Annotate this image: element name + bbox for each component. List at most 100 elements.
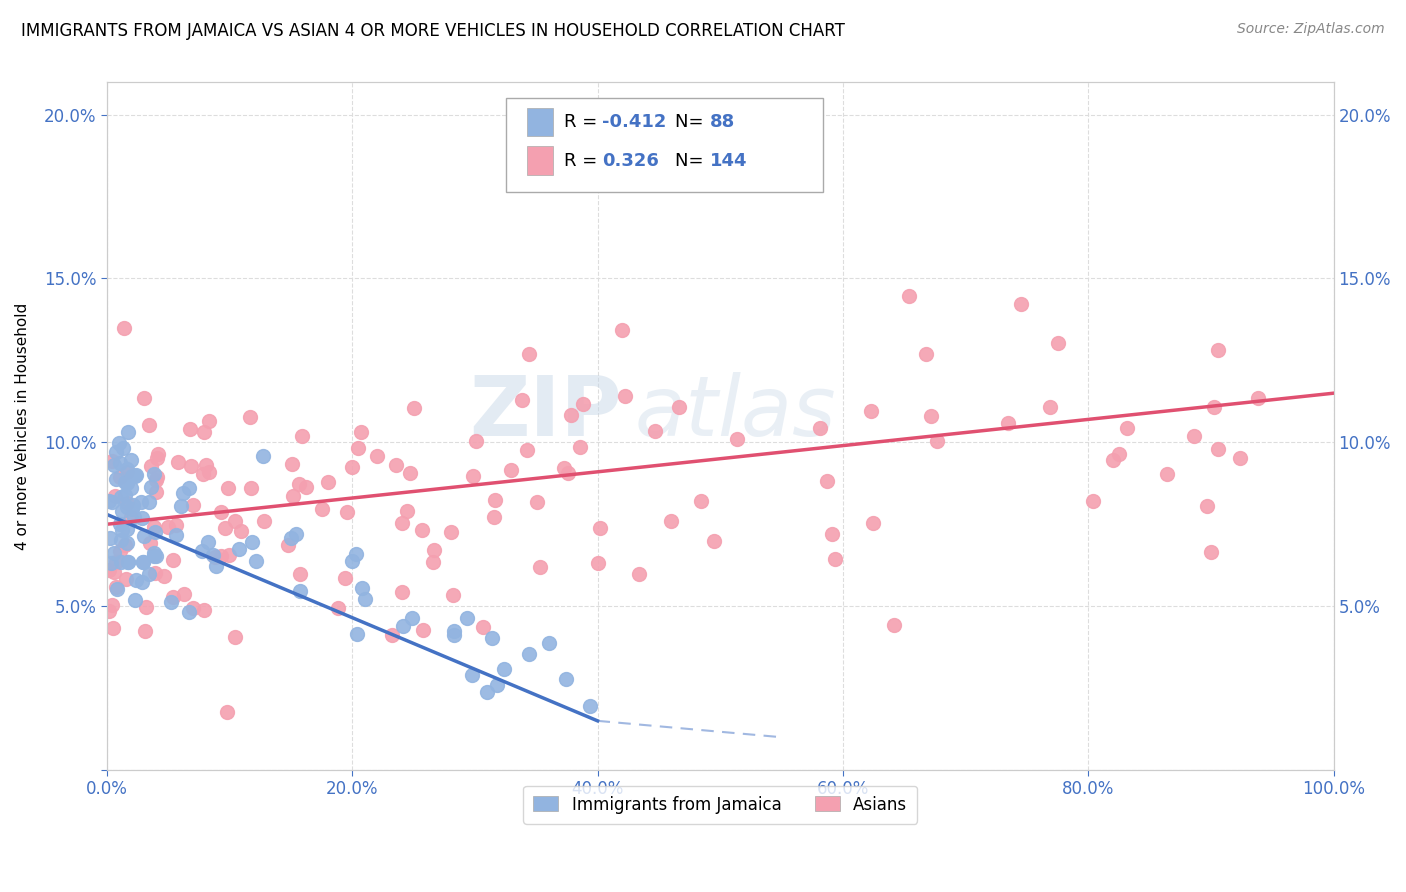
- Point: [146, 470, 169, 484]
- Point: [105, 472, 128, 486]
- Point: [218, 548, 240, 562]
- Point: [568, 440, 591, 454]
- Point: [572, 397, 595, 411]
- Legend: Immigrants from Jamaica, Asians: Immigrants from Jamaica, Asians: [523, 786, 917, 823]
- Text: Source: ZipAtlas.com: Source: ZipAtlas.com: [1237, 22, 1385, 37]
- Point: [253, 514, 276, 528]
- Point: [1208, 442, 1230, 456]
- Point: [350, 425, 373, 440]
- Point: [472, 620, 495, 634]
- Point: [209, 549, 232, 563]
- Point: [579, 699, 602, 714]
- Point: [224, 630, 246, 644]
- Point: [1039, 400, 1062, 414]
- Point: [110, 533, 132, 547]
- Point: [183, 601, 205, 615]
- Point: [290, 566, 312, 581]
- Point: [143, 520, 166, 534]
- Point: [121, 468, 143, 483]
- Point: [1010, 296, 1032, 310]
- Point: [112, 321, 135, 335]
- Point: [121, 502, 143, 516]
- Point: [291, 429, 314, 443]
- Point: [481, 632, 503, 646]
- Point: [1081, 494, 1104, 508]
- Point: [689, 494, 711, 508]
- Point: [240, 535, 263, 549]
- Point: [100, 495, 122, 509]
- Point: [439, 525, 461, 540]
- Point: [342, 460, 364, 475]
- Point: [117, 500, 139, 515]
- Point: [108, 435, 131, 450]
- Point: [103, 565, 125, 579]
- Text: N=: N=: [675, 152, 709, 169]
- Point: [138, 494, 160, 508]
- Point: [702, 534, 724, 549]
- Point: [492, 662, 515, 676]
- Point: [217, 481, 239, 495]
- Point: [1199, 544, 1222, 558]
- Point: [402, 401, 425, 416]
- Point: [143, 549, 166, 563]
- Point: [145, 484, 167, 499]
- Point: [1156, 467, 1178, 482]
- Point: [1108, 446, 1130, 460]
- Point: [412, 624, 434, 638]
- Point: [122, 510, 145, 524]
- Point: [610, 323, 633, 337]
- Point: [101, 622, 124, 636]
- Point: [238, 409, 260, 424]
- Point: [328, 601, 350, 615]
- Point: [104, 489, 127, 503]
- Point: [107, 582, 129, 596]
- Point: [1182, 429, 1205, 443]
- Point: [153, 568, 176, 582]
- Point: [167, 455, 190, 469]
- Point: [117, 465, 139, 479]
- Point: [613, 389, 636, 403]
- Point: [112, 441, 135, 455]
- Point: [277, 538, 299, 552]
- Point: [340, 554, 363, 568]
- Point: [381, 628, 404, 642]
- Point: [526, 495, 548, 509]
- Point: [391, 516, 413, 530]
- Point: [193, 603, 215, 617]
- Point: [135, 600, 157, 615]
- Text: R =: R =: [564, 152, 603, 169]
- Point: [824, 552, 846, 566]
- Point: [441, 588, 464, 602]
- Point: [142, 546, 165, 560]
- Point: [395, 503, 418, 517]
- Point: [914, 347, 936, 361]
- Point: [114, 475, 136, 489]
- Point: [333, 571, 356, 585]
- Point: [198, 465, 221, 479]
- Point: [145, 566, 167, 581]
- Point: [120, 510, 142, 524]
- Point: [288, 583, 311, 598]
- Point: [815, 474, 838, 488]
- Point: [138, 417, 160, 432]
- Point: [422, 543, 444, 558]
- Point: [98, 563, 121, 577]
- Point: [173, 587, 195, 601]
- Point: [139, 458, 162, 473]
- Point: [124, 469, 146, 483]
- Point: [100, 454, 122, 468]
- Point: [111, 523, 134, 537]
- Point: [156, 520, 179, 534]
- Point: [883, 617, 905, 632]
- Point: [101, 598, 124, 612]
- Point: [180, 459, 202, 474]
- Point: [129, 495, 152, 509]
- Point: [214, 521, 236, 535]
- Point: [245, 554, 267, 568]
- Point: [443, 628, 465, 642]
- Point: [529, 559, 551, 574]
- Point: [132, 555, 155, 569]
- Point: [555, 673, 578, 687]
- Point: [197, 534, 219, 549]
- Point: [98, 531, 121, 545]
